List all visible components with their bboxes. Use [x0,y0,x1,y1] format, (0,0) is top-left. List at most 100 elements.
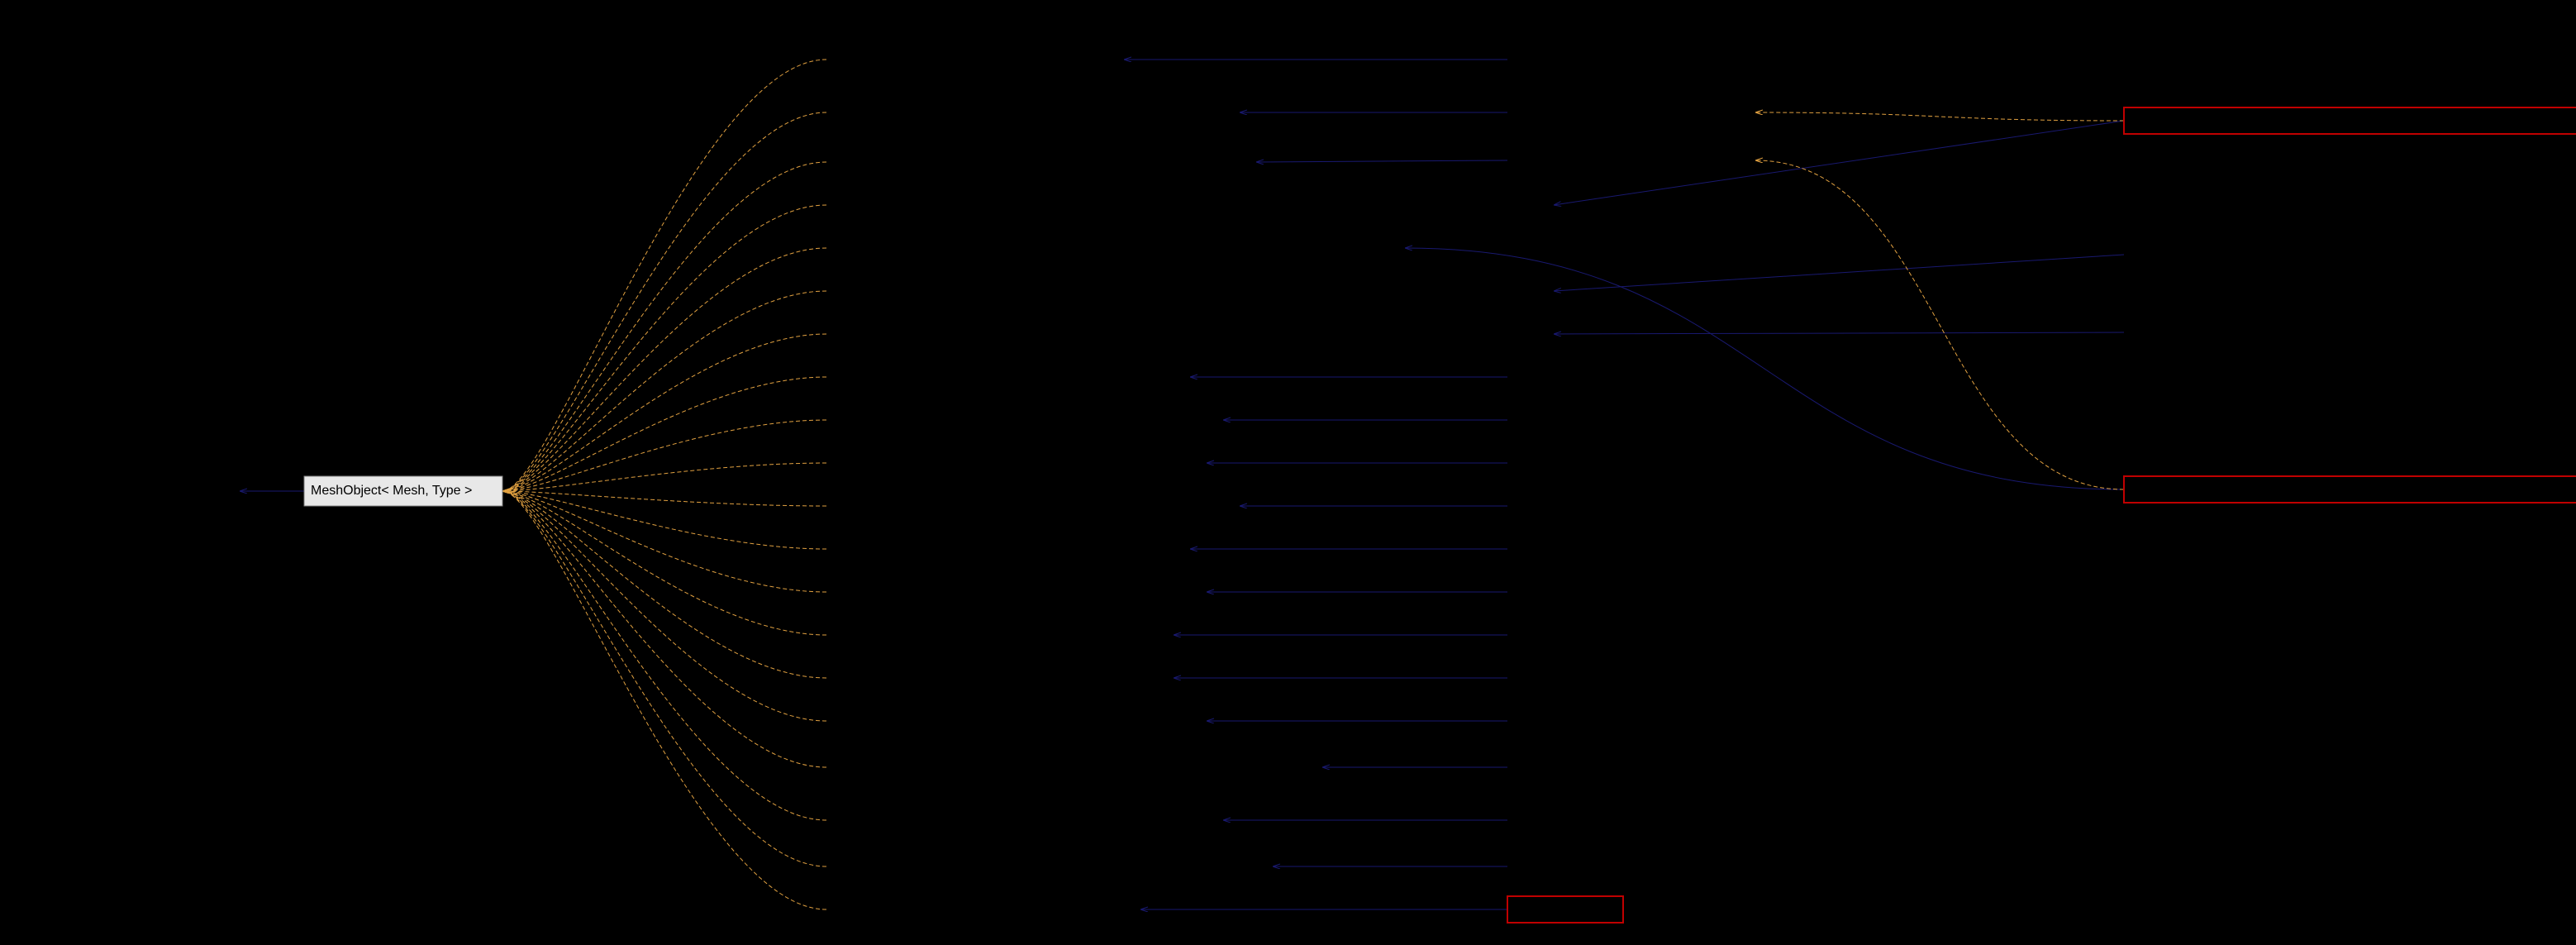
node-label: leastSquaresVectors [1514,370,1636,384]
node-label: meshSearchMeshObject [1514,813,1659,827]
node-c1[interactable]: MeshObject< polyMesh, pointMesh > [826,46,1124,73]
node-fit2[interactable]: FitData< FitDataType, ExtendedStencil, P… [2124,476,2576,503]
node-fit1[interactable]: FitData< CentredFitData< Polynomial >, c… [2124,107,2576,134]
node-label: extendedLeastSquaresVectors [1514,153,1694,167]
node-c14[interactable]: MeshObject< pointMesh, pointConstraints … [826,622,1174,648]
edge [502,491,826,549]
edge [502,491,826,721]
node-r16[interactable]: regionSplit [1507,896,1623,923]
node-c20[interactable]: MeshObject< polyMesh, regionSplit > [826,896,1140,923]
node-c18[interactable]: MeshObject< polyMesh, meshSearchMeshObje… [826,807,1223,833]
node-c11[interactable]: MeshObject< fvMesh, UpwindFitData< Polyn… [826,493,1240,519]
node-r15[interactable]: multivariateIndependentScheme [1507,853,1772,880]
edge [502,491,826,678]
node-label: MeshObject< polyMesh, pointMesh > [833,52,1051,66]
node-r3[interactable]: extendedLeastSquaresVectors [1507,147,1755,174]
edge [1755,112,2124,121]
node-label: MeshObject< fvMesh, FitData< CentredFitD… [833,198,1513,212]
node-label: MeshObject< pointMesh, pointConstraints … [833,628,1090,642]
edge [502,491,826,820]
node-c15[interactable]: MeshObject< polyMesh, cellAspectRatio > [826,665,1174,691]
edge [502,491,826,592]
node-label: regIOobject [131,484,199,498]
node-c9[interactable]: MeshObject< fvMesh, quadraticFitSnGradDa… [826,407,1223,433]
node-c3[interactable]: MeshObject< fvMesh, extendedLeastSquares… [826,149,1256,175]
node-c17[interactable]: MeshObject< polyMesh, meshSearchFACE_CEN… [826,754,1322,780]
node-label: MeshObject< fvMesh, skewCorrectionVector… [833,456,1112,470]
node-r4[interactable]: leastSquaresVectors [1507,364,1689,390]
node-r11[interactable]: cellAspectRatio [1507,665,1656,691]
edges-layer [240,60,2124,909]
node-label: FitData< UpwindFitData< Polynomial >, ex… [2131,247,2576,261]
node-c13[interactable]: MeshObject< lduMesh, GAMGAgglomeration > [826,579,1207,605]
node-r12[interactable]: decompositionModel [1507,708,1706,734]
edge [502,60,826,491]
node-label: MeshObject< polyMesh, meshSearchMeshObje… [833,813,1136,827]
node-fit3[interactable]: FitData< UpwindFitData< Polynomial >, ex… [2124,241,2576,268]
node-label: meshSearchFACE_CENTRE_TRISMeshObject [1514,760,1793,774]
node-c2[interactable]: MeshObject< fvMesh, CentredFitData< Poly… [826,99,1240,126]
node-r6[interactable]: skewCorrectionVectors [1507,450,1706,476]
node-r7[interactable]: UpwindFitData< Polynomial > [1507,493,1755,519]
node-label: MeshObject< fvMesh, extendedLeastSquares… [833,155,1156,169]
node-label: MeshObject< fvMesh, volPointInterpolatio… [833,542,1096,556]
node-label: MeshObject< lduMesh, GAMGAgglomeration > [833,585,1109,599]
node-MeshObject[interactable]: MeshObject< Mesh, Type > [304,476,502,506]
node-label: regionSplit [1514,902,1577,916]
edge [502,112,826,491]
node-c4[interactable]: MeshObject< fvMesh, FitData< CentredFitD… [826,192,1554,218]
node-label: MeshObject< fvMesh, FitData< UpwindFitDa… [833,284,1500,298]
node-c7[interactable]: MeshObject< fvMesh, FitData< UpwindFitDa… [826,321,1554,347]
node-label: MeshObject< fvMesh, UpwindFitData< Polyn… [833,499,1150,513]
node-r9[interactable]: GAMGAgglomeration [1507,579,1706,605]
edge [502,491,826,635]
node-label: GAMGAgglomeration [1514,585,1640,599]
edge [502,291,826,491]
node-label: pointConstraints [1514,628,1610,642]
edge [502,420,826,491]
node-label: MeshObject< Mesh, Type > [311,484,472,498]
node-label: MeshObject< polyMesh, regionSplit > [833,902,1053,916]
node-r8[interactable]: volPointInterpolation [1507,536,1689,562]
node-label: MeshObject< polyMesh, cellAspectRatio > [833,671,1082,685]
node-r2[interactable]: CentredFitData< Polynomial > [1507,99,1755,126]
node-r1[interactable]: pointMesh [1507,46,1623,73]
edge [1755,160,2124,489]
edge [502,491,826,866]
node-fit4[interactable]: FitData< UpwindFitData< Polynomial >, up… [2124,319,2576,346]
node-label: FitData< UpwindFitData< Polynomial >, up… [2131,325,2576,339]
node-label: decompositionModel [1514,714,1636,728]
node-r13[interactable]: meshSearchFACE_CENTRE_TRISMeshObject [1507,754,1871,780]
node-c6[interactable]: MeshObject< fvMesh, FitData< UpwindFitDa… [826,278,1554,304]
node-label: MeshObject< fvMesh, quadraticFitSnGradDa… [833,413,1119,427]
node-label: MeshObject< fvMesh, leastSquaresVectors … [833,370,1098,384]
node-label: MeshObject< fvMesh, FitData< FitDataType… [833,241,1288,255]
node-c16[interactable]: MeshObject< polyMesh, decompositionModel… [826,708,1207,734]
node-label: skewCorrectionVectors [1514,456,1650,470]
node-label: CentredFitData< Polynomial > [1514,105,1691,119]
node-c10[interactable]: MeshObject< fvMesh, skewCorrectionVector… [826,450,1207,476]
edge [502,162,826,491]
node-c19[interactable]: MeshObject< polyMesh, multivariateIndepe… [826,853,1273,880]
node-label: pointMesh [1514,52,1575,66]
edge [1256,160,1507,162]
node-r14[interactable]: meshSearchMeshObject [1507,807,1722,833]
node-r5[interactable]: quadraticFitSnGradData [1507,407,1722,433]
edge [502,248,826,491]
node-label: cellAspectRatio [1514,671,1605,685]
edge [502,334,826,491]
node-c12[interactable]: MeshObject< fvMesh, volPointInterpolatio… [826,536,1190,562]
node-label: MeshObject< polyMesh, multivariateIndepe… [833,859,1180,873]
node-regIOobject[interactable]: regIOobject [124,476,240,506]
node-c8[interactable]: MeshObject< fvMesh, leastSquaresVectors … [826,364,1190,390]
node-label: MeshObject< polyMesh, meshSearchFACE_CEN… [833,760,1269,774]
node-label: volPointInterpolation [1514,542,1634,556]
node-c5[interactable]: MeshObject< fvMesh, FitData< FitDataType… [826,235,1405,261]
node-label: quadraticFitSnGradData [1514,413,1657,427]
node-label: MeshObject< polyMesh, decompositionModel… [833,714,1112,728]
node-label: multivariateIndependentScheme [1514,859,1704,873]
edge [502,463,826,491]
edge [502,491,826,506]
edge [1554,332,2124,334]
node-r10[interactable]: pointConstraints [1507,622,1673,648]
